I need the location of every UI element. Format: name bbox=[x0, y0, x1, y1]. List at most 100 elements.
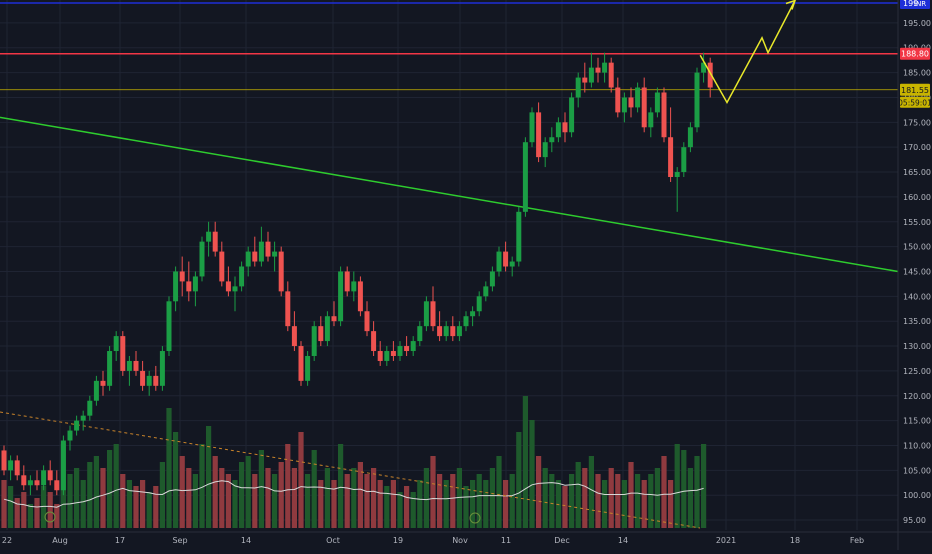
candle-body bbox=[258, 241, 264, 262]
candle-body bbox=[47, 470, 53, 481]
volume-moving-average bbox=[3, 480, 704, 508]
candle-body bbox=[575, 77, 581, 98]
volume-bar bbox=[687, 468, 693, 528]
y-tick-label: 140.00 bbox=[903, 292, 931, 301]
volume-bar bbox=[107, 450, 113, 528]
volume-bar bbox=[503, 480, 509, 528]
x-tick-label: Feb bbox=[850, 536, 864, 545]
candle-body bbox=[602, 62, 608, 73]
candle-body bbox=[450, 326, 456, 337]
volume-bar bbox=[681, 450, 687, 528]
volume-bar bbox=[371, 468, 377, 528]
candle-body bbox=[298, 346, 304, 381]
last-price-tag: 181.55 bbox=[901, 86, 929, 95]
volume-bar bbox=[239, 462, 245, 528]
candle-body bbox=[529, 112, 535, 143]
volume-bar bbox=[483, 480, 489, 528]
candle-body bbox=[423, 301, 429, 327]
x-tick-label: Aug bbox=[52, 536, 68, 545]
volume-bar bbox=[1, 480, 7, 528]
candle-body bbox=[186, 281, 192, 292]
volume-bar bbox=[450, 474, 456, 528]
y-tick-label: 105.00 bbox=[903, 466, 931, 475]
candle-body bbox=[687, 127, 693, 148]
drawn-lines bbox=[0, 2, 899, 273]
volume-bar bbox=[569, 474, 575, 528]
candle-body bbox=[311, 326, 317, 356]
candle-body bbox=[542, 142, 548, 158]
volume-bar bbox=[582, 468, 588, 528]
candle-body bbox=[60, 440, 66, 491]
volume-bar bbox=[602, 480, 608, 528]
volume-bar bbox=[496, 456, 502, 528]
candle-body bbox=[694, 72, 700, 128]
volume-bar bbox=[588, 456, 594, 528]
candle-body bbox=[331, 316, 337, 322]
candle-body bbox=[509, 261, 515, 267]
volume-bar bbox=[305, 474, 311, 528]
x-tick-label: 2021 bbox=[716, 536, 736, 545]
volume-bar bbox=[331, 480, 337, 528]
y-tick-label: 130.00 bbox=[903, 342, 931, 351]
candle-body bbox=[159, 351, 165, 386]
volume-overlays bbox=[0, 411, 704, 529]
candle-body bbox=[621, 97, 627, 113]
candle-body bbox=[430, 301, 436, 327]
candle-body bbox=[443, 326, 449, 337]
volume-bar bbox=[549, 474, 555, 528]
candle-body bbox=[463, 316, 469, 327]
volume-bar bbox=[41, 486, 47, 528]
candle-body bbox=[635, 87, 641, 108]
candle-body bbox=[608, 62, 614, 88]
volume-bar bbox=[555, 480, 561, 528]
y-tick-label: 170.00 bbox=[903, 143, 931, 152]
candle-body bbox=[562, 122, 568, 133]
volume-bar bbox=[206, 426, 212, 528]
volume-bar bbox=[219, 468, 225, 528]
y-tick-label: 185.00 bbox=[903, 69, 931, 78]
candle-body bbox=[324, 316, 330, 342]
candle-body bbox=[397, 346, 403, 356]
volume-bar bbox=[575, 462, 581, 528]
volume-bar bbox=[357, 462, 363, 528]
candle-body bbox=[701, 62, 707, 73]
volume-bar bbox=[113, 444, 119, 528]
y-tick-label: 145.00 bbox=[903, 267, 931, 276]
candle-body bbox=[654, 92, 660, 113]
candle-body bbox=[371, 331, 377, 352]
volume-bar bbox=[272, 474, 278, 528]
event-marker-icon bbox=[44, 511, 56, 523]
candle-body bbox=[569, 97, 575, 133]
volume-bar bbox=[470, 480, 476, 528]
candle-body bbox=[120, 336, 126, 371]
resistance-price-tag-background bbox=[900, 47, 930, 60]
projection-path bbox=[699, 0, 796, 104]
volume-bar bbox=[153, 486, 159, 528]
candle-body bbox=[245, 251, 251, 267]
candle-body bbox=[555, 122, 561, 138]
volume-bar bbox=[338, 444, 344, 528]
y-tick-label: 110.00 bbox=[903, 441, 931, 450]
y-tick-label: 135.00 bbox=[903, 317, 931, 326]
volume-bar bbox=[179, 456, 185, 528]
price-projection bbox=[699, 0, 796, 104]
volume-bar bbox=[608, 468, 614, 528]
countdown-label: 05:59:01 bbox=[898, 98, 932, 107]
volume-bar bbox=[595, 474, 601, 528]
volume-bar bbox=[654, 468, 660, 528]
volume-bar bbox=[562, 486, 568, 528]
volume-bar bbox=[212, 456, 218, 528]
volume-bar bbox=[93, 456, 99, 528]
volume-bar bbox=[14, 498, 20, 528]
volume-bar bbox=[615, 474, 621, 528]
y-tick-label: 100.00 bbox=[903, 491, 931, 500]
volume-bar bbox=[621, 480, 627, 528]
volume-bar bbox=[146, 492, 152, 528]
candle-body bbox=[100, 380, 106, 386]
candle-body bbox=[470, 311, 476, 317]
target-price-tag-background bbox=[900, 0, 930, 9]
volume-bar bbox=[8, 486, 14, 528]
